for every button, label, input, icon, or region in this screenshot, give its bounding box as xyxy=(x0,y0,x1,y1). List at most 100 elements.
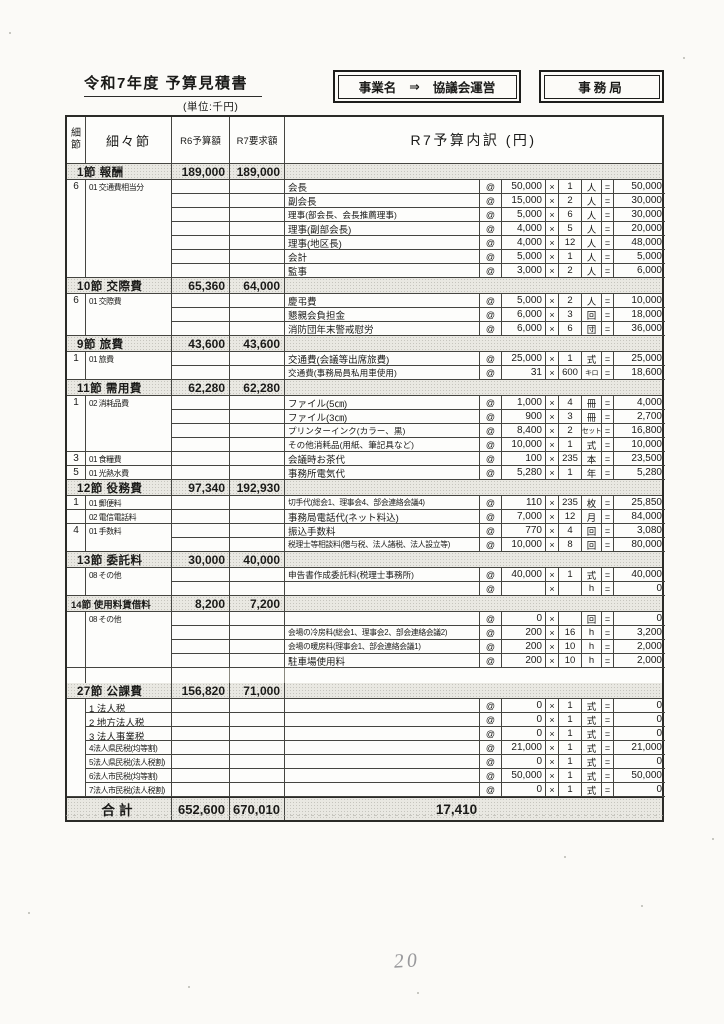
item-desc-cell: 慶弔費 xyxy=(285,294,480,308)
unit-label-cell: キロ xyxy=(582,366,602,380)
at-sign-cell: @ xyxy=(480,524,502,538)
amount-cell: 3,200 xyxy=(614,626,665,640)
at-sign-cell: @ xyxy=(480,294,502,308)
section-header-row: 14節 使用料賃借料 8,200 7,200 xyxy=(67,596,662,612)
unit-price-cell: 0 xyxy=(502,699,546,713)
section-r6-amount: 8,200 xyxy=(172,596,230,611)
quantity-cell: 1 xyxy=(559,180,582,194)
unit-price-cell: 4,000 xyxy=(502,222,546,236)
amount-cell: 16,800 xyxy=(614,424,665,438)
at-sign-cell: @ xyxy=(480,727,502,741)
section-body: 6 01 交通費相当分 会長 @50,000 × 1 人 = 50,000 副会長 @15,000 ×… xyxy=(67,180,665,278)
times-sign-cell: × xyxy=(546,496,559,510)
subitem-label-cell: 01 交通費相当分 xyxy=(86,180,172,278)
subitem-label-cell: 6法人市民税(均等割) xyxy=(86,769,172,783)
quantity-cell: 16 xyxy=(559,626,582,640)
amount-cell: 0 xyxy=(614,699,665,713)
quantity-cell: 6 xyxy=(559,322,582,336)
section-breakdown-shade xyxy=(285,278,662,293)
r7-blank-cell xyxy=(230,524,285,538)
unit-price-cell: 900 xyxy=(502,410,546,424)
times-sign-cell: × xyxy=(546,769,559,783)
subitem-label-cell: 01 交際費 xyxy=(86,294,172,336)
item-desc-cell: 会議時お茶代 xyxy=(285,452,480,466)
times-sign-cell: × xyxy=(546,410,559,424)
item-desc-cell xyxy=(285,727,480,741)
times-sign-cell: × xyxy=(546,180,559,194)
unit-label-cell: 回 xyxy=(582,538,602,552)
amount-cell: 50,000 xyxy=(614,769,665,783)
times-sign-cell: × xyxy=(546,755,559,769)
at-sign-cell: @ xyxy=(480,366,502,380)
equals-sign-cell: = xyxy=(602,713,614,727)
unit-label-cell: セット xyxy=(582,424,602,438)
item-desc-cell: 申告書作成委託料(税理士事務所) xyxy=(285,568,480,582)
quantity-cell: 1 xyxy=(559,699,582,713)
quantity-cell: 1 xyxy=(559,568,582,582)
col-header-breakdown: R7予算内訳 (円) xyxy=(410,132,537,148)
unit-label-cell: 人 xyxy=(582,236,602,250)
subitem-label-cell: 01 食糧費 xyxy=(86,452,172,466)
amount-cell: 80,000 xyxy=(614,538,665,552)
r6-blank-cell xyxy=(172,236,230,250)
arrow-icon: ⇒ xyxy=(409,80,420,94)
amount-cell: 0 xyxy=(614,582,665,596)
unit-price-cell: 10,000 xyxy=(502,438,546,452)
quantity-cell: 3 xyxy=(559,410,582,424)
amount-cell: 84,000 xyxy=(614,510,665,524)
unit-label-cell: 式 xyxy=(582,769,602,783)
r6-blank-cell xyxy=(172,727,230,741)
at-sign-cell: @ xyxy=(480,699,502,713)
code-cell xyxy=(67,510,86,524)
r6-blank-cell xyxy=(172,396,230,410)
section-header-row: 12節 役務費 97,340 192,930 xyxy=(67,480,662,496)
r7-blank-cell xyxy=(230,396,285,410)
quantity-cell: 1 xyxy=(559,250,582,264)
section-r6-amount: 189,000 xyxy=(172,164,230,179)
amount-cell: 20,000 xyxy=(614,222,665,236)
unit-label-cell: 式 xyxy=(582,741,602,755)
equals-sign-cell: = xyxy=(602,396,614,410)
equals-sign-cell: = xyxy=(602,699,614,713)
total-r6: 652,600 xyxy=(172,798,230,820)
r6-blank-cell xyxy=(172,496,230,510)
r7-blank-cell xyxy=(230,713,285,727)
section-r6-amount: 43,600 xyxy=(172,336,230,351)
amount-cell: 2,700 xyxy=(614,410,665,424)
quantity-cell: 6 xyxy=(559,208,582,222)
r6-blank-cell xyxy=(172,438,230,452)
at-sign-cell: @ xyxy=(480,741,502,755)
r6-blank-cell xyxy=(172,783,230,797)
item-desc-cell: 交通費(事務局員私用車使用) xyxy=(285,366,480,380)
unit-label-cell: 人 xyxy=(582,222,602,236)
section-body: 1 01 旅費 交通費(会議等出席旅費) @25,000 × 1 式 = 25,000 交通費(事… xyxy=(67,352,665,380)
quantity-cell: 235 xyxy=(559,496,582,510)
gap-c1 xyxy=(67,668,86,683)
item-desc-cell: 会計 xyxy=(285,250,480,264)
amount-cell: 21,000 xyxy=(614,741,665,755)
quantity-cell: 8 xyxy=(559,538,582,552)
r7-blank-cell xyxy=(230,783,285,797)
scan-speck xyxy=(641,905,643,907)
unit-price-cell: 110 xyxy=(502,496,546,510)
r7-blank-cell xyxy=(230,568,285,582)
r7-blank-cell xyxy=(230,222,285,236)
r7-blank-cell xyxy=(230,194,285,208)
unit-price-cell: 200 xyxy=(502,640,546,654)
section-body: 1 法人税 @0 × 1 式 = 0 2 地方法人税 @0 × 1 式 = 0 3 法人事業税 @0 × 1 式 = 0… xyxy=(67,699,665,797)
unit-label-cell: 式 xyxy=(582,727,602,741)
times-sign-cell: × xyxy=(546,783,559,797)
quantity-cell: 5 xyxy=(559,222,582,236)
r6-blank-cell xyxy=(172,568,230,582)
code-cell xyxy=(67,568,86,596)
budget-table: 細節 細々節 R6予算額 R7要求額 R7予算内訳 (円) 1節 報酬 189,0… xyxy=(65,115,665,822)
at-sign-cell: @ xyxy=(480,264,502,278)
section-r7-amount: 40,000 xyxy=(230,552,285,567)
r6-blank-cell xyxy=(172,322,230,336)
r6-blank-cell xyxy=(172,250,230,264)
gap-c2 xyxy=(86,668,172,683)
section-body: 6 01 交際費 慶弔費 @5,000 × 2 人 = 10,000 懇親会負担金 @6,000 × 3… xyxy=(67,294,665,336)
at-sign-cell: @ xyxy=(480,640,502,654)
unit-label-cell: 回 xyxy=(582,612,602,626)
quantity-cell xyxy=(559,582,582,596)
